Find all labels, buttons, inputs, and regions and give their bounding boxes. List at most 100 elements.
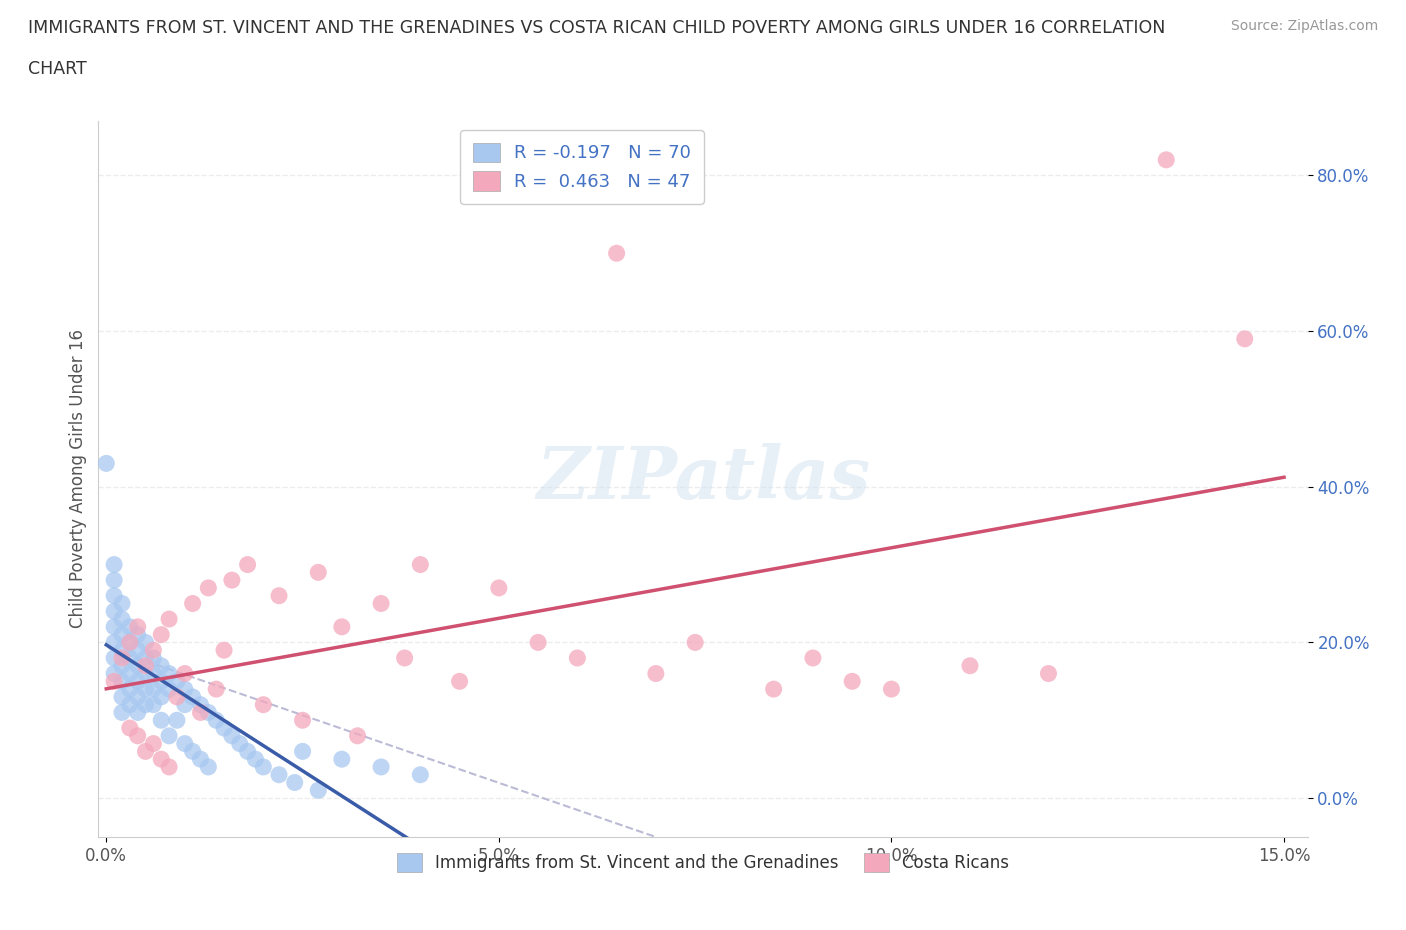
Point	[135, 666, 157, 681]
Legend: Immigrants from St. Vincent and the Grenadines, Costa Ricans: Immigrants from St. Vincent and the Gren…	[391, 847, 1015, 879]
Point	[118, 666, 141, 681]
Point	[135, 658, 157, 673]
Point	[644, 666, 666, 681]
Point	[173, 737, 195, 751]
Point	[166, 712, 188, 727]
Point	[409, 557, 432, 572]
Point	[135, 698, 157, 712]
Point	[205, 712, 228, 727]
Point	[118, 682, 141, 697]
Point	[181, 689, 204, 704]
Point	[221, 573, 243, 588]
Point	[166, 674, 188, 689]
Point	[190, 751, 212, 766]
Point	[142, 737, 165, 751]
Point	[394, 651, 416, 666]
Point	[1038, 666, 1060, 681]
Point	[150, 627, 173, 642]
Point	[150, 674, 173, 689]
Text: ZIPatlas: ZIPatlas	[536, 444, 870, 514]
Point	[127, 674, 149, 689]
Point	[103, 589, 125, 604]
Point	[236, 557, 259, 572]
Point	[127, 643, 149, 658]
Point	[111, 643, 134, 658]
Point	[142, 643, 165, 658]
Point	[118, 619, 141, 634]
Point	[127, 728, 149, 743]
Point	[205, 682, 228, 697]
Point	[118, 721, 141, 736]
Point	[197, 760, 219, 775]
Point	[135, 682, 157, 697]
Point	[157, 666, 180, 681]
Point	[229, 737, 252, 751]
Point	[683, 635, 706, 650]
Point	[157, 760, 180, 775]
Point	[330, 619, 353, 634]
Point	[150, 712, 173, 727]
Point	[150, 658, 173, 673]
Point	[111, 596, 134, 611]
Point	[157, 612, 180, 627]
Point	[370, 596, 392, 611]
Point	[135, 744, 157, 759]
Point	[409, 767, 432, 782]
Point	[173, 666, 195, 681]
Point	[252, 760, 274, 775]
Point	[127, 619, 149, 634]
Point	[449, 674, 471, 689]
Point	[111, 689, 134, 704]
Text: Source: ZipAtlas.com: Source: ZipAtlas.com	[1230, 19, 1378, 33]
Point	[173, 698, 195, 712]
Point	[841, 674, 863, 689]
Point	[111, 705, 134, 720]
Point	[157, 728, 180, 743]
Point	[307, 783, 329, 798]
Point	[118, 635, 141, 650]
Point	[142, 666, 165, 681]
Point	[1233, 331, 1256, 346]
Point	[330, 751, 353, 766]
Point	[118, 651, 141, 666]
Point	[142, 651, 165, 666]
Point	[197, 580, 219, 595]
Point	[181, 744, 204, 759]
Text: CHART: CHART	[28, 60, 87, 78]
Point	[181, 596, 204, 611]
Point	[103, 619, 125, 634]
Point	[111, 658, 134, 673]
Point	[236, 744, 259, 759]
Point	[307, 565, 329, 579]
Point	[103, 635, 125, 650]
Point	[135, 635, 157, 650]
Point	[127, 705, 149, 720]
Y-axis label: Child Poverty Among Girls Under 16: Child Poverty Among Girls Under 16	[69, 329, 87, 629]
Point	[190, 698, 212, 712]
Point	[801, 651, 824, 666]
Point	[111, 674, 134, 689]
Point	[103, 651, 125, 666]
Point	[212, 721, 235, 736]
Point	[245, 751, 267, 766]
Point	[103, 557, 125, 572]
Point	[284, 775, 307, 790]
Point	[111, 651, 134, 666]
Point	[103, 604, 125, 618]
Point	[135, 651, 157, 666]
Point	[157, 682, 180, 697]
Point	[212, 643, 235, 658]
Point	[103, 674, 125, 689]
Point	[103, 573, 125, 588]
Point	[488, 580, 510, 595]
Point	[267, 589, 290, 604]
Point	[197, 705, 219, 720]
Text: IMMIGRANTS FROM ST. VINCENT AND THE GRENADINES VS COSTA RICAN CHILD POVERTY AMON: IMMIGRANTS FROM ST. VINCENT AND THE GREN…	[28, 19, 1166, 36]
Point	[127, 689, 149, 704]
Point	[252, 698, 274, 712]
Point	[103, 666, 125, 681]
Point	[346, 728, 368, 743]
Point	[221, 728, 243, 743]
Point	[762, 682, 785, 697]
Point	[959, 658, 981, 673]
